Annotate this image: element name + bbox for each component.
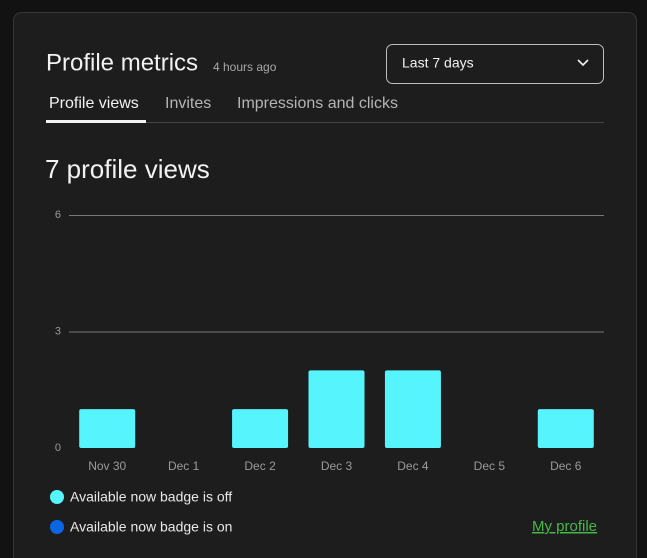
x-tick-label: Dec 3 xyxy=(321,459,353,473)
bar xyxy=(79,409,136,448)
legend-label: Available now badge is off xyxy=(70,489,232,505)
y-tick-label: 6 xyxy=(55,209,61,221)
x-tick-label: Dec 2 xyxy=(244,459,276,473)
card xyxy=(13,12,637,558)
x-tick-label: Dec 6 xyxy=(550,459,582,473)
bar xyxy=(308,370,365,448)
dropdown-label[interactable]: Last 7 days xyxy=(402,55,474,71)
tab[interactable]: Profile views xyxy=(49,95,139,112)
dropdown[interactable]: Last 7 days xyxy=(386,44,604,84)
x-tick-label: Nov 30 xyxy=(88,459,126,473)
x-tick-label: Dec 4 xyxy=(397,459,429,473)
timestamp: 4 hours ago xyxy=(213,60,277,74)
legend-label: Available now badge is on xyxy=(70,519,232,535)
legend-swatch xyxy=(50,490,64,504)
title: Profile metrics xyxy=(46,49,198,76)
legend-swatch xyxy=(50,520,64,534)
profile-link[interactable]: My profile xyxy=(532,518,597,535)
summary: 7 profile views xyxy=(45,154,210,184)
dropdown-box[interactable] xyxy=(386,44,604,84)
y-tick-label: 3 xyxy=(55,325,61,337)
active-tab-indicator xyxy=(46,120,146,123)
x-tick-label: Dec 1 xyxy=(168,459,200,473)
bar xyxy=(537,409,594,448)
chevron xyxy=(577,59,589,67)
bar xyxy=(384,370,441,448)
tab[interactable]: Impressions and clicks xyxy=(237,95,398,112)
bar xyxy=(232,409,289,448)
tab[interactable]: Invites xyxy=(165,95,211,112)
y-tick-label: 0 xyxy=(55,442,61,454)
x-tick-label: Dec 5 xyxy=(474,459,506,473)
